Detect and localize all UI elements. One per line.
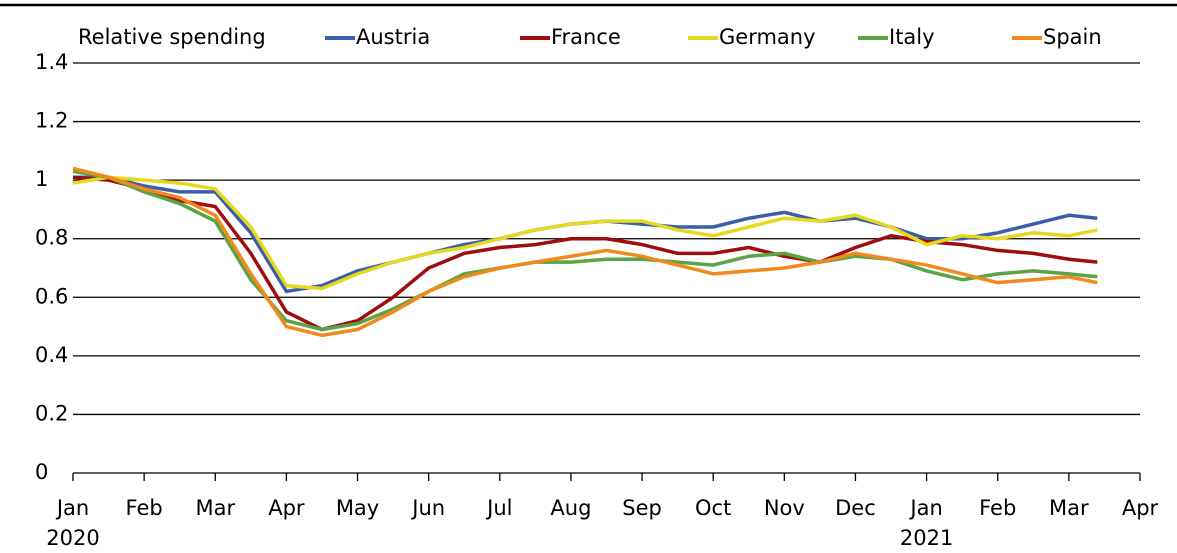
x-tick-label: Sep [622, 496, 662, 520]
y-tick-label: 1.4 [35, 50, 68, 74]
series-line [72, 169, 1098, 332]
y-tick-label: 0.8 [35, 226, 68, 250]
y-tick-label: 0.2 [35, 401, 68, 425]
x-tick-label: Jan [55, 496, 89, 520]
x-tick-label: Jan [908, 496, 942, 520]
x-tick-label: Dec [835, 496, 876, 520]
legend-label: France [551, 25, 621, 49]
y-tick-label: 1.2 [35, 109, 68, 133]
legend-label: Germany [719, 25, 816, 49]
x-tick-year: 2020 [46, 526, 99, 550]
legend-label: Austria [356, 25, 430, 49]
x-tick-label: Feb [979, 496, 1016, 520]
x-tick-label: Nov [764, 496, 805, 520]
y-axis-label: Relative spending [78, 25, 266, 49]
x-tick-label: Jun [410, 496, 445, 520]
x-tick-label: Apr [268, 496, 305, 520]
x-tick-label: Aug [550, 496, 591, 520]
legend-label: Spain [1043, 25, 1102, 49]
x-tick-label: Jul [485, 496, 512, 520]
x-tick-label: Mar [1049, 496, 1089, 520]
x-tick-label: Feb [126, 496, 163, 520]
series-line [72, 166, 1098, 338]
y-tick-label: 0 [35, 460, 48, 484]
series-line [72, 175, 1098, 291]
y-tick-label: 0.4 [35, 343, 68, 367]
x-tick-label: May [336, 496, 379, 520]
y-tick-label: 0.6 [35, 284, 68, 308]
x-tick-label: Oct [695, 496, 731, 520]
x-tick-label: Mar [195, 496, 235, 520]
legend-label: Italy [889, 25, 935, 49]
x-tick-label: Apr [1122, 496, 1159, 520]
y-tick-label: 1 [35, 167, 48, 191]
x-tick-year: 2021 [900, 526, 953, 550]
